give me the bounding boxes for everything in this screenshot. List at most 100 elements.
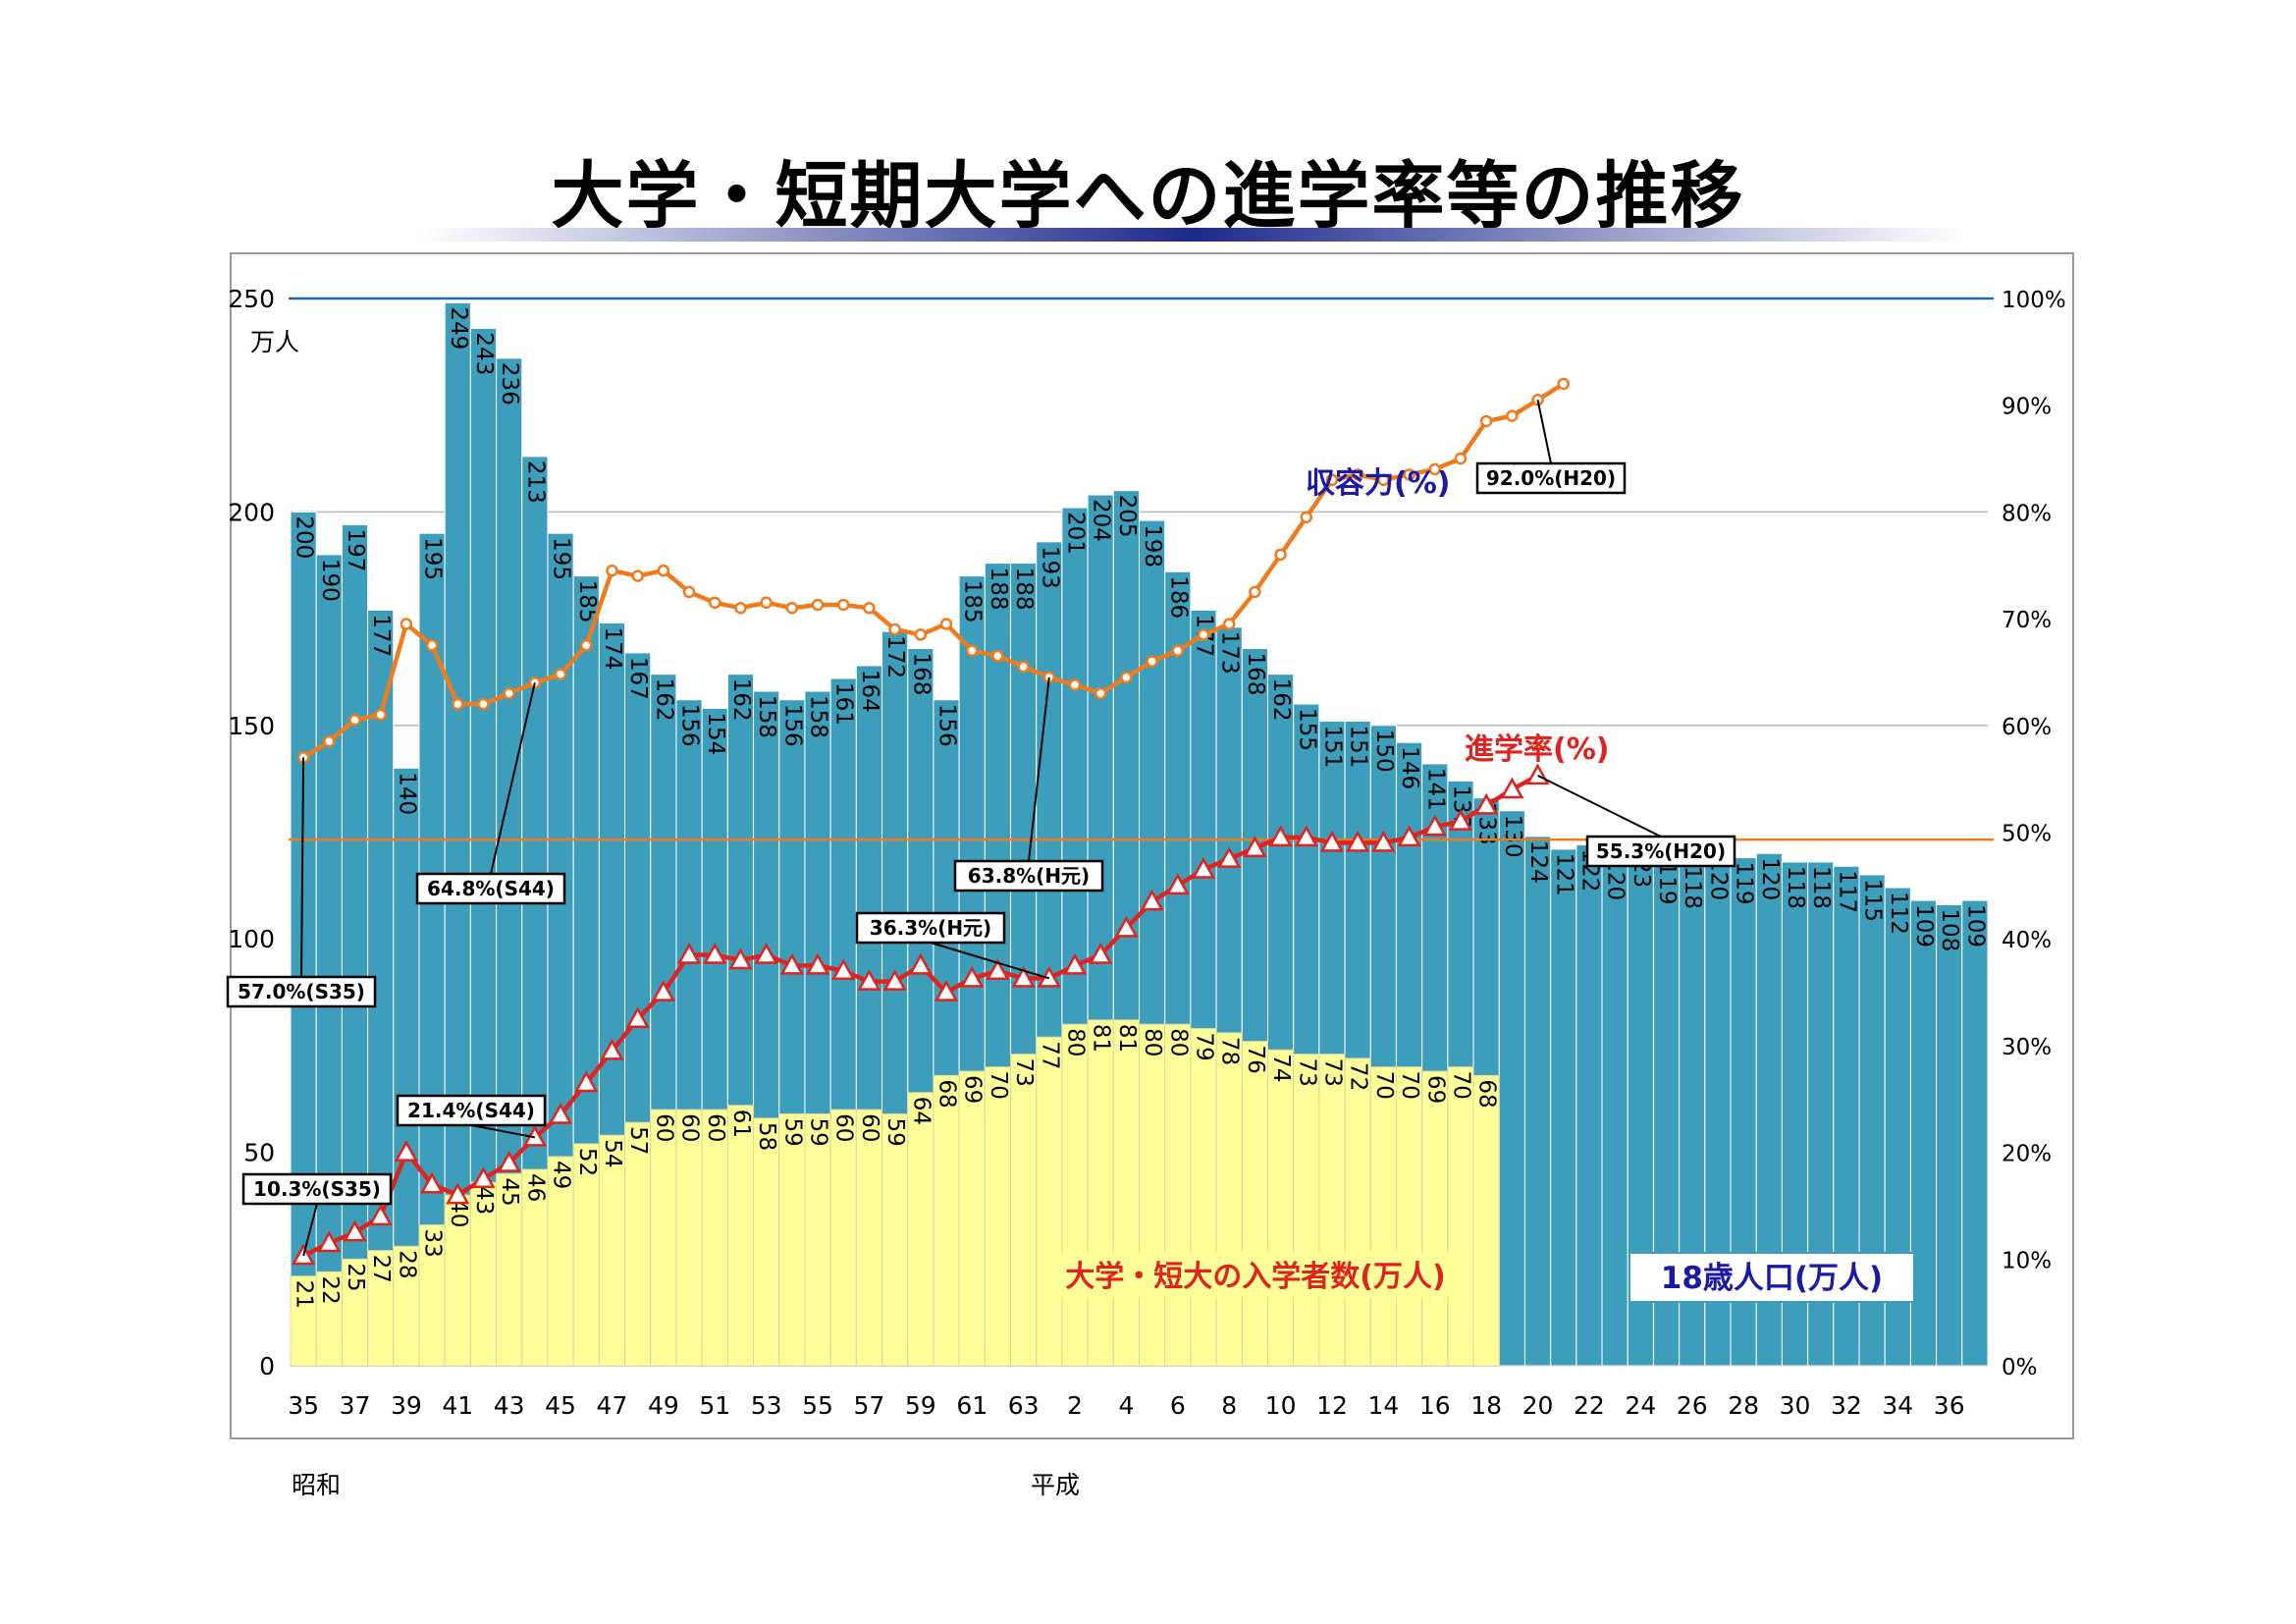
entrants-value-label: 59 xyxy=(882,1117,908,1146)
entrants-bar xyxy=(1036,1036,1063,1367)
entrants-bar xyxy=(572,1143,600,1367)
population-value-label: 243 xyxy=(471,332,497,375)
y-tick-right: 30% xyxy=(2002,1035,2052,1060)
x-tick-label: 12 xyxy=(1316,1391,1348,1420)
callout-box xyxy=(855,911,1006,945)
entrants-value-label: 60 xyxy=(703,1113,728,1142)
callout-leader xyxy=(1028,677,1050,862)
advancement-rate-point xyxy=(960,965,985,988)
capacity-rate-point xyxy=(1197,628,1210,641)
population-value-label: 115 xyxy=(1860,879,1886,922)
population-value-label: 119 xyxy=(1732,862,1757,905)
population-value-label: 188 xyxy=(1011,568,1037,611)
entrants-value-label: 57 xyxy=(625,1126,651,1155)
x-tick-label: 8 xyxy=(1221,1391,1237,1420)
advancement-rate-point xyxy=(1448,809,1473,831)
population-value-label: 119 xyxy=(1654,862,1680,905)
population-value-label: 118 xyxy=(1783,866,1808,909)
advancement-rate-point xyxy=(1422,814,1447,837)
advancement-rate-point xyxy=(368,1204,393,1226)
entrants-value-label: 49 xyxy=(549,1161,574,1189)
callout-leader xyxy=(1536,400,1552,464)
entrants-bar xyxy=(1472,1074,1500,1367)
advancement-rate-point xyxy=(651,979,675,1001)
x-tick-label: 37 xyxy=(340,1391,371,1420)
entrants-bar xyxy=(341,1258,369,1367)
x-tick-label: 59 xyxy=(905,1391,936,1420)
callout-label: 64.8%(S44) xyxy=(427,877,555,900)
entrants-value-label: 70 xyxy=(986,1071,1011,1100)
capacity-rate-point xyxy=(1325,473,1339,487)
entrants-bar xyxy=(1293,1054,1320,1367)
entrants-bar xyxy=(598,1134,626,1367)
population-bar xyxy=(1523,836,1552,1367)
entrants-value-label: 33 xyxy=(420,1229,446,1258)
population-value-label: 158 xyxy=(754,695,779,738)
x-tick-label: 49 xyxy=(648,1391,679,1420)
entrants-value-label: 73 xyxy=(1011,1058,1037,1087)
population-value-label: 156 xyxy=(677,704,703,747)
advancement-series-label: 進学率(%) xyxy=(1465,732,1609,767)
capacity-rate-point xyxy=(1377,473,1390,487)
x-tick-label: 55 xyxy=(802,1391,833,1420)
callout-leader xyxy=(1537,774,1662,838)
advancement-rate-point xyxy=(497,1150,521,1172)
y-tick-left: 50 xyxy=(243,1139,275,1167)
advancement-rate-point xyxy=(1011,965,1036,988)
advancement-rate-point xyxy=(1243,836,1267,858)
capacity-rate-point xyxy=(1428,462,1442,476)
population-value-label: 141 xyxy=(1422,768,1448,811)
population-value-label: 109 xyxy=(1962,904,1988,947)
population-value-label: 158 xyxy=(806,695,831,738)
y-tick-right: 70% xyxy=(2002,608,2052,633)
population-bar xyxy=(1961,899,1989,1367)
advancement-rate-point xyxy=(1191,856,1216,879)
x-tick-label: 26 xyxy=(1677,1391,1708,1420)
entrants-value-label: 60 xyxy=(857,1113,882,1142)
population-bar xyxy=(1550,848,1577,1367)
population-value-label: 195 xyxy=(549,537,574,580)
entrants-value-label: 28 xyxy=(394,1250,419,1278)
advancement-rate-point xyxy=(1294,825,1318,847)
entrants-bar xyxy=(1421,1070,1449,1367)
population-value-label: 173 xyxy=(1217,631,1243,675)
x-tick-label: 28 xyxy=(1728,1391,1759,1420)
capacity-rate-point xyxy=(400,618,413,630)
population-value-label: 172 xyxy=(882,635,908,678)
entrants-bar xyxy=(1190,1028,1217,1367)
y-tick-right: 40% xyxy=(2002,928,2052,953)
capacity-rate-point xyxy=(1068,678,1082,691)
capacity-rate-point xyxy=(785,601,799,615)
callout-box xyxy=(396,1094,547,1127)
advancement-rate-point xyxy=(779,952,804,975)
callout-box xyxy=(226,975,377,1008)
advancement-rate-point xyxy=(471,1166,496,1189)
callout-box xyxy=(241,1172,393,1206)
callout-box xyxy=(1475,461,1627,495)
population-value-label: 109 xyxy=(1911,904,1937,947)
callout-leader xyxy=(490,682,536,875)
entrants-value-label: 72 xyxy=(1346,1062,1371,1091)
population-value-label: 150 xyxy=(1371,730,1397,773)
entrants-bar xyxy=(701,1109,728,1367)
population-value-label: 120 xyxy=(1757,857,1783,900)
capacity-rate-point xyxy=(1557,377,1570,391)
entrants-bar xyxy=(1010,1054,1038,1367)
capacity-rate-point xyxy=(760,596,773,610)
entrants-value-label: 68 xyxy=(1474,1079,1500,1108)
x-tick-label: 22 xyxy=(1574,1391,1605,1420)
entrants-bar xyxy=(829,1109,857,1367)
advancement-rate-point xyxy=(625,1006,650,1028)
x-tick-label: 20 xyxy=(1522,1391,1554,1420)
capacity-rate-point xyxy=(836,598,850,612)
x-tick-label: 39 xyxy=(391,1391,422,1420)
advancement-rate-point xyxy=(600,1038,624,1060)
capacity-rate-point xyxy=(374,708,387,722)
entrants-value-label: 70 xyxy=(1448,1071,1473,1100)
title-rule xyxy=(422,228,1963,242)
capacity-rate-point xyxy=(1120,671,1133,684)
capacity-rate-point xyxy=(1454,452,1468,465)
entrants-bar xyxy=(1241,1041,1268,1367)
entrants-bar xyxy=(521,1168,549,1367)
capacity-rate-point xyxy=(425,639,439,652)
